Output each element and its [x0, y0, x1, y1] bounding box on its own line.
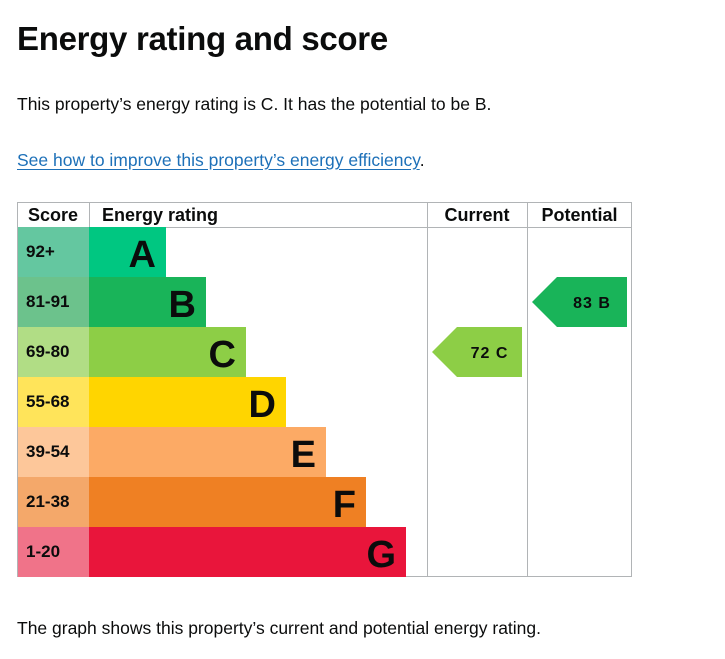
rating-bar-f	[89, 477, 366, 527]
score-cell-b	[18, 277, 89, 327]
score-range-a: 92+	[26, 242, 55, 261]
header-energy-rating: Energy rating	[102, 205, 218, 225]
score-range-c: 69-80	[26, 342, 69, 361]
rating-bar-d	[89, 377, 286, 427]
rating-bar-e	[89, 427, 326, 477]
rating-letter-b: B	[169, 284, 196, 326]
score-range-g: 1-20	[26, 542, 60, 561]
rating-letter-g: G	[366, 534, 396, 576]
rating-bar-b	[89, 277, 206, 327]
rating-letter-f: F	[333, 484, 356, 526]
score-cell-f	[18, 477, 89, 527]
score-range-b: 81-91	[26, 292, 69, 311]
improve-efficiency-link[interactable]: See how to improve this property’s energ…	[17, 150, 420, 170]
score-range-e: 39-54	[26, 442, 70, 461]
score-cell-a	[18, 227, 89, 277]
rating-letter-a: A	[129, 234, 156, 276]
score-cell-c	[18, 327, 89, 377]
potential-rating-arrow	[532, 277, 627, 327]
rating-bar-g	[89, 527, 406, 577]
rating-letter-e: E	[291, 434, 316, 476]
rating-bar-a	[89, 227, 166, 277]
header-current: Current	[444, 205, 509, 225]
score-range-d: 55-68	[26, 392, 69, 411]
current-rating-label: 72 C	[471, 345, 509, 362]
chart-footnote: The graph shows this property’s current …	[17, 618, 542, 638]
score-range-f: 21-38	[26, 492, 69, 511]
header-potential: Potential	[541, 205, 617, 225]
rating-letter-d: D	[249, 384, 276, 426]
current-rating-arrow	[432, 327, 522, 377]
score-cell-e	[18, 427, 89, 477]
page-title: Energy rating and score	[17, 20, 388, 57]
header-score: Score	[28, 205, 78, 225]
rating-letter-c: C	[209, 334, 236, 376]
link-suffix: .	[419, 150, 425, 170]
rating-bar-c	[89, 327, 246, 377]
improve-link-line: See how to improve this property’s energ…	[17, 150, 425, 171]
rating-summary: This property’s energy rating is C. It h…	[17, 94, 492, 114]
potential-rating-label: 83 B	[573, 295, 611, 312]
score-cell-d	[18, 377, 89, 427]
score-cell-g	[18, 527, 89, 577]
